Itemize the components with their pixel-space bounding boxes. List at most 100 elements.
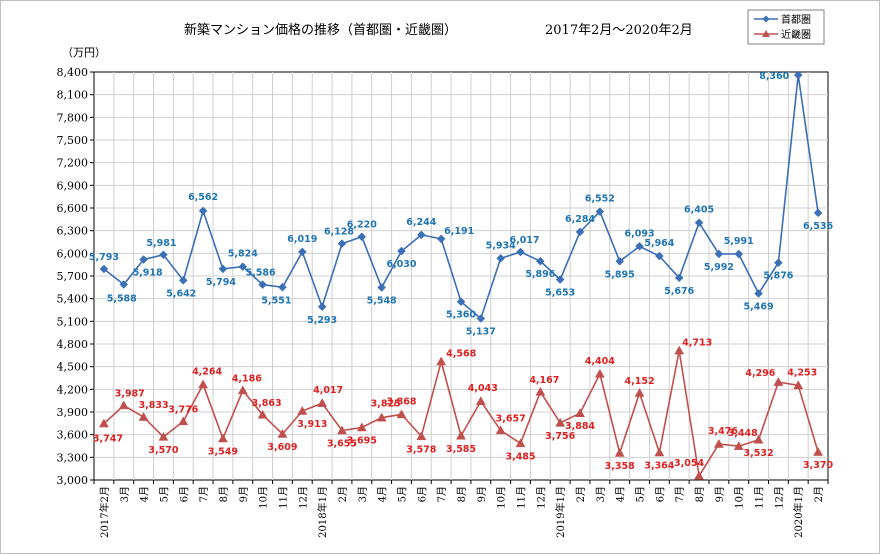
data-point xyxy=(495,425,506,435)
data-label: 6,030 xyxy=(386,259,416,270)
series-shutoken xyxy=(99,70,823,323)
data-point xyxy=(357,232,367,242)
data-point xyxy=(754,289,763,298)
data-point xyxy=(733,441,744,450)
data-label: 3,570 xyxy=(148,445,178,456)
x-tick-label: 3月 xyxy=(357,486,369,502)
x-tick-label: 6月 xyxy=(178,486,190,502)
data-point xyxy=(635,241,644,251)
x-tick-label: 12月 xyxy=(773,486,785,509)
y-tick-label: 5,400 xyxy=(57,293,89,306)
data-point xyxy=(734,249,744,259)
y-tick-label: 6,900 xyxy=(57,179,89,192)
data-point xyxy=(98,418,109,428)
data-label: 4,152 xyxy=(625,376,655,387)
data-label: 3,054 xyxy=(674,458,704,469)
data-point xyxy=(436,356,447,366)
x-tick-label: 5月 xyxy=(158,486,170,502)
data-label: 3,609 xyxy=(267,442,297,453)
data-point xyxy=(257,409,268,419)
data-label: 5,642 xyxy=(166,288,196,299)
data-point xyxy=(575,408,585,417)
data-label: 3,448 xyxy=(728,428,758,439)
data-point xyxy=(278,282,287,292)
y-tick-label: 4,200 xyxy=(57,383,89,396)
data-point xyxy=(456,297,466,307)
data-point xyxy=(416,431,427,441)
data-label: 5,895 xyxy=(605,269,635,280)
data-label: 3,655 xyxy=(327,439,357,450)
data-point xyxy=(138,412,149,421)
data-label: 5,876 xyxy=(763,271,793,282)
x-tick-label: 3月 xyxy=(119,486,131,502)
data-point xyxy=(337,239,347,249)
data-labels: 5,793 5,588 5,918 5,981 5,642 6,562 5,794 5,824… xyxy=(89,71,834,472)
x-tick-label: 9月 xyxy=(238,486,250,502)
data-label: 4,713 xyxy=(682,338,712,349)
data-label: 3,485 xyxy=(505,451,535,462)
data-label: 3,987 xyxy=(115,388,145,399)
x-tick-label: 10月 xyxy=(734,486,746,509)
data-point xyxy=(376,412,387,422)
data-label: 5,934 xyxy=(486,240,516,251)
chart-title: 新築マンション価格の推移（首都圏・近畿圏） xyxy=(184,22,457,38)
data-point xyxy=(575,227,585,237)
data-label: 4,253 xyxy=(787,367,817,378)
data-label: 5,469 xyxy=(744,301,774,312)
data-label: 3,884 xyxy=(565,421,595,432)
y-tick-label: 6,600 xyxy=(57,202,89,215)
data-point xyxy=(674,273,684,283)
y-tick-label: 6,000 xyxy=(57,247,89,260)
data-label: 3,549 xyxy=(208,447,238,458)
data-point xyxy=(198,206,208,216)
data-point xyxy=(139,255,148,264)
data-label: 4,186 xyxy=(232,373,262,384)
data-point xyxy=(119,280,129,289)
data-point xyxy=(297,247,307,257)
y-tick-label: 5,700 xyxy=(57,270,89,283)
data-label: 3,863 xyxy=(252,398,282,409)
data-label: 5,794 xyxy=(206,277,236,288)
legend-label: 首都圏 xyxy=(781,13,811,26)
data-label: 5,676 xyxy=(664,286,694,297)
y-tick-label: 3,300 xyxy=(57,451,89,464)
data-label: 6,093 xyxy=(625,228,655,239)
x-tick-label: 4月 xyxy=(139,486,151,502)
data-label: 5,992 xyxy=(704,262,734,273)
series xyxy=(98,70,824,480)
x-tick-label: 6月 xyxy=(654,486,666,502)
data-point xyxy=(377,283,387,292)
y-tick-label: 3,900 xyxy=(57,406,89,419)
x-tick-label: 2019年1月 xyxy=(554,486,567,538)
data-label: 4,043 xyxy=(468,383,498,394)
data-label: 4,568 xyxy=(446,349,476,360)
legend-marker xyxy=(762,15,770,23)
data-point xyxy=(238,262,248,271)
y-tick-label: 3,600 xyxy=(57,429,89,442)
data-label: 5,586 xyxy=(246,268,276,279)
data-label: 4,296 xyxy=(745,368,775,379)
x-tick-label: 9月 xyxy=(476,486,488,502)
y-tick-label: 4,500 xyxy=(57,361,89,374)
data-label: 3,833 xyxy=(139,400,169,411)
x-tick-label: 11月 xyxy=(516,486,528,509)
data-point xyxy=(178,416,189,426)
legend-label: 近畿圏 xyxy=(781,28,811,41)
y-tick-label: 7,200 xyxy=(57,157,89,170)
x-tick-label: 5月 xyxy=(635,486,647,502)
legend-box xyxy=(747,9,825,45)
data-point xyxy=(356,422,367,432)
data-point xyxy=(496,253,506,263)
x-tick-label: 12月 xyxy=(535,486,547,509)
data-label: 3,756 xyxy=(545,431,575,442)
x-tick-label: 8月 xyxy=(694,486,706,502)
data-label: 5,137 xyxy=(466,327,496,338)
y-tick-label: 8,400 xyxy=(57,66,89,79)
data-point xyxy=(237,385,248,395)
x-tick-label: 11月 xyxy=(277,486,289,509)
x-tick-label: 2月 xyxy=(575,486,587,502)
data-label: 5,293 xyxy=(307,315,337,326)
data-point xyxy=(555,275,565,284)
data-label: 6,562 xyxy=(188,192,218,203)
